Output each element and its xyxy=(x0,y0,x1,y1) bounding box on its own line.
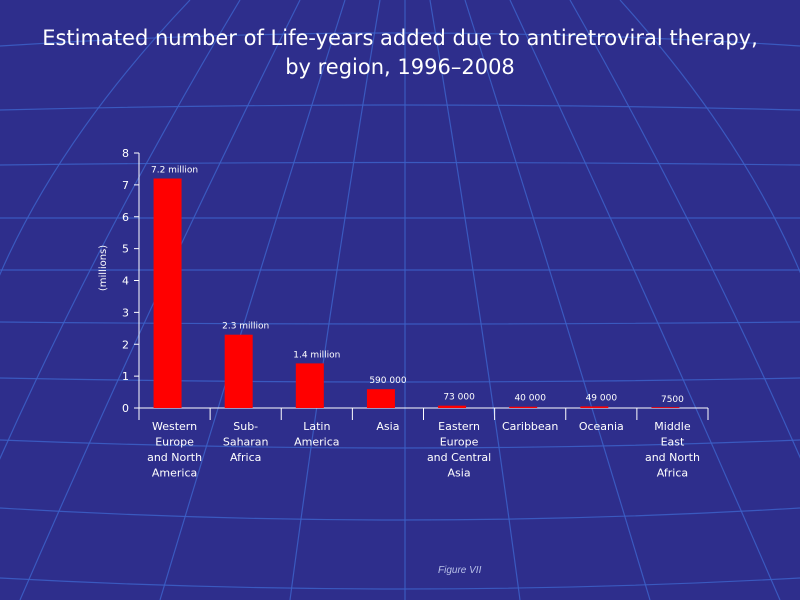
y-tick-label: 6 xyxy=(122,211,129,224)
y-tick-label: 0 xyxy=(122,402,129,415)
bar xyxy=(295,363,324,408)
x-category-label-line: America xyxy=(152,467,197,480)
x-category-label: Latin America xyxy=(294,420,339,449)
grid-line xyxy=(0,0,241,460)
bar-data-label: 590 000 xyxy=(369,376,406,386)
y-axis-title: (millions) xyxy=(98,245,109,291)
x-category-label: Western Europe and North America xyxy=(147,420,202,480)
bar-data-label: 7.2 million xyxy=(151,166,198,176)
x-category-label-line: Latin xyxy=(303,420,330,433)
bar-data-label: 2.3 million xyxy=(222,322,269,332)
y-tick-label: 4 xyxy=(122,275,129,288)
chart-title-line-2: by region, 1996–2008 xyxy=(285,55,515,79)
grid-line xyxy=(0,32,800,47)
x-category-label: Oceania xyxy=(579,420,624,433)
y-tick-label: 8 xyxy=(122,147,129,160)
bar xyxy=(509,406,538,408)
grid-line xyxy=(0,439,800,449)
grid-line xyxy=(429,0,521,600)
grid-line xyxy=(569,0,800,459)
y-tick-label: 1 xyxy=(122,370,129,383)
y-tick-label: 5 xyxy=(122,243,129,256)
bar xyxy=(366,389,395,408)
bar-data-label: 73 000 xyxy=(443,393,475,403)
grid-line xyxy=(464,0,651,600)
x-category-label-line: Sub- xyxy=(233,420,258,433)
grid-line xyxy=(619,0,800,274)
grid-line xyxy=(0,321,800,325)
x-category-label-line: Middle xyxy=(654,420,691,433)
grid-line xyxy=(0,104,800,111)
figure-label: Figure VII xyxy=(438,565,482,576)
x-category-label-line: and North xyxy=(147,451,202,464)
bar xyxy=(651,407,680,408)
grid-line xyxy=(289,0,381,600)
grid-line xyxy=(0,0,191,276)
bar xyxy=(153,178,182,408)
x-category-label: Asia xyxy=(376,420,399,433)
chart-title: Estimated number of Life-years added due… xyxy=(0,24,800,82)
x-category-label-line: Caribbean xyxy=(502,420,558,433)
x-category-label-line: and Central xyxy=(427,451,491,464)
grid-line xyxy=(0,577,800,590)
x-category-label: Caribbean xyxy=(502,420,558,433)
bar-data-label: 49 000 xyxy=(586,393,618,403)
bar-data-label: 40 000 xyxy=(514,394,546,404)
x-category-label-line: Europe xyxy=(440,436,479,449)
grid-line xyxy=(0,377,800,383)
x-category-label-line: Africa xyxy=(657,467,688,480)
x-category-label-line: America xyxy=(294,436,339,449)
bar xyxy=(224,334,253,408)
grid-line xyxy=(159,0,346,600)
x-category-label-line: Europe xyxy=(155,436,194,449)
y-tick-label: 2 xyxy=(122,338,129,351)
x-category-label: Eastern Europe and Central Asia xyxy=(427,420,491,480)
x-category-label-line: Asia xyxy=(376,420,399,433)
chart-title-line-1: Estimated number of Life-years added due… xyxy=(42,26,758,50)
x-category-label-line: East xyxy=(661,436,685,449)
x-category-label-line: Saharan xyxy=(223,436,269,449)
x-category-label-line: Western xyxy=(152,420,197,433)
grid-line xyxy=(0,507,800,521)
x-category-label-line: Asia xyxy=(448,467,471,480)
x-category-label: Sub- Saharan Africa xyxy=(223,420,269,464)
y-tick-label: 3 xyxy=(122,306,129,319)
x-category-label: Middle East and North Africa xyxy=(645,420,700,480)
x-category-label-line: Africa xyxy=(230,451,261,464)
x-category-label-line: Oceania xyxy=(579,420,624,433)
x-category-label-line: Eastern xyxy=(438,420,480,433)
grid-line xyxy=(0,161,800,166)
bar-data-label: 1.4 million xyxy=(293,350,340,360)
bar-data-label: 7500 xyxy=(661,395,684,405)
y-tick-label: 7 xyxy=(122,179,129,192)
x-category-label-line: and North xyxy=(645,451,700,464)
grid-line xyxy=(509,0,781,600)
bar xyxy=(580,406,609,408)
bar xyxy=(438,405,467,408)
